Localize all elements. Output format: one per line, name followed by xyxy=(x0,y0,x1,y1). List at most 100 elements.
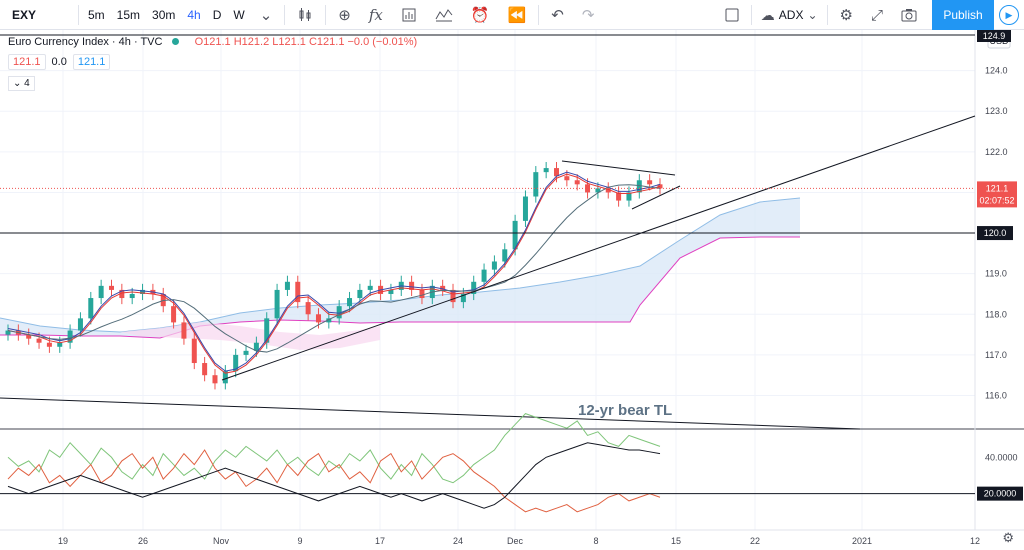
cloud-lower-line xyxy=(0,236,800,339)
candle-body xyxy=(315,314,321,323)
compare-icon[interactable]: ⊕ xyxy=(338,6,351,24)
candle-body xyxy=(533,172,539,197)
top-level-badge xyxy=(977,30,1011,42)
time-tick-label: 2021 xyxy=(852,536,872,546)
alert-icon[interactable]: ⏰ xyxy=(470,6,490,24)
moving-average-conversion xyxy=(7,171,661,372)
indicators-collapse-button[interactable]: ⌄ 4 xyxy=(8,76,35,91)
layout-name-label: ADX xyxy=(778,8,804,22)
bar-countdown-label: 02:07:52 xyxy=(979,195,1014,205)
interval-d[interactable]: D xyxy=(212,7,222,22)
candle-body xyxy=(212,375,218,384)
candle-body xyxy=(98,285,104,299)
triangle-lower-line xyxy=(631,185,681,210)
templates-icon[interactable] xyxy=(392,0,426,30)
candle-body xyxy=(108,285,114,290)
di-plus-line xyxy=(7,413,661,484)
triangle-upper-line xyxy=(561,160,676,176)
toolbar-divider xyxy=(78,4,79,25)
indicator-value-1[interactable]: 121.1 xyxy=(8,54,46,70)
indicator-value-3[interactable]: 121.1 xyxy=(72,54,111,70)
toolbar-right-group: ☁ ADX ⌄ ⚙ ⤢ Publish ▶ xyxy=(716,0,1024,30)
candle-body xyxy=(243,350,249,355)
candle-body xyxy=(574,180,580,185)
candle-body xyxy=(36,338,42,343)
candle-body xyxy=(419,289,425,299)
candle-body xyxy=(57,342,63,347)
chevron-down-icon[interactable]: ⌄ xyxy=(259,6,273,24)
interval-4h[interactable]: 4h xyxy=(187,7,201,22)
candle-body xyxy=(595,188,601,193)
publish-button[interactable]: Publish xyxy=(932,0,994,30)
fullscreen-icon[interactable]: ⤢ xyxy=(870,6,883,24)
undo-icon[interactable]: ↶ xyxy=(551,6,564,24)
candle-body xyxy=(233,354,239,372)
layout-name-button[interactable]: ☁ ADX ⌄ xyxy=(755,0,824,30)
price-tick-label: 124.0 xyxy=(985,66,1008,76)
bear-trend-line xyxy=(0,397,861,430)
candle-body xyxy=(336,306,342,319)
candle-body xyxy=(347,298,353,307)
line-tools-icon[interactable] xyxy=(426,0,462,30)
symbol-search-button[interactable]: EXY xyxy=(12,7,37,22)
time-tick-label: 17 xyxy=(375,536,385,546)
candle-body xyxy=(202,363,208,376)
annotation-12yr-bear-tl: 12-yr bear TL xyxy=(578,402,672,419)
toolbar-divider xyxy=(538,4,540,25)
moving-average-fast xyxy=(7,173,661,374)
interval-5m[interactable]: 5m xyxy=(88,7,105,22)
candle-body xyxy=(564,176,570,181)
fx-icon[interactable]: 𝑓x xyxy=(368,5,383,24)
price-tick-label: 119.0 xyxy=(985,269,1007,279)
candle-body xyxy=(543,168,549,173)
time-tick-label: 8 xyxy=(593,536,598,546)
candles-icon[interactable] xyxy=(288,0,322,30)
gear-icon[interactable]: ⚙ xyxy=(1002,530,1014,545)
candle-body xyxy=(181,322,187,339)
uptrend-line xyxy=(221,115,976,381)
candle-body xyxy=(295,281,301,303)
legend-title: Euro Currency Index · 4h · TVC xyxy=(8,36,163,48)
candle-body xyxy=(129,293,135,299)
gear-icon[interactable]: ⚙ xyxy=(839,7,853,24)
redo-icon[interactable]: ↷ xyxy=(581,6,595,24)
candle-body xyxy=(502,249,508,262)
chevron-down-icon: ⌄ xyxy=(13,78,22,89)
adx-tick-label: 40.0000 xyxy=(985,452,1018,462)
play-icon: ▶ xyxy=(999,5,1019,25)
candle-body xyxy=(284,281,290,290)
price-tick-label: 122.0 xyxy=(985,147,1008,157)
market-status-dot xyxy=(171,38,179,45)
level-badge xyxy=(977,226,1013,241)
interval-w[interactable]: W xyxy=(233,7,245,22)
candle-body xyxy=(171,306,177,323)
candle-body xyxy=(471,281,477,294)
candle-body xyxy=(305,302,311,315)
adx-level-label: 20.0000 xyxy=(984,489,1017,499)
adx-line xyxy=(7,442,661,509)
play-button[interactable]: ▶ xyxy=(994,0,1024,30)
camera-icon[interactable] xyxy=(892,0,926,30)
interval-15m[interactable]: 15m xyxy=(116,7,141,22)
time-tick-label: 15 xyxy=(671,536,681,546)
time-tick-label: Dec xyxy=(507,536,524,546)
candle-body xyxy=(264,318,270,343)
candle-body xyxy=(522,196,528,221)
candle-body xyxy=(140,289,146,294)
cloud-icon: ☁ xyxy=(760,6,775,23)
candle-body xyxy=(326,318,332,323)
ichimoku-cloud xyxy=(0,198,800,338)
replay-icon[interactable]: ⏪ xyxy=(507,6,527,24)
interval-30m[interactable]: 30m xyxy=(152,7,176,22)
chart-area[interactable]: 12-yr bear TL116.0117.0118.0119.0120.012… xyxy=(0,30,1024,550)
indicator-value-2: 0.0 xyxy=(51,56,67,68)
chevron-down-icon: ⌄ xyxy=(807,8,818,22)
toolbar-divider xyxy=(325,4,327,25)
candle-body xyxy=(605,188,611,193)
candle-body xyxy=(26,334,32,339)
candle-body xyxy=(222,371,228,384)
candle-body xyxy=(616,192,622,201)
square-icon[interactable] xyxy=(716,0,748,30)
indicators-count: 4 xyxy=(24,78,30,89)
time-tick-label: 26 xyxy=(138,536,148,546)
